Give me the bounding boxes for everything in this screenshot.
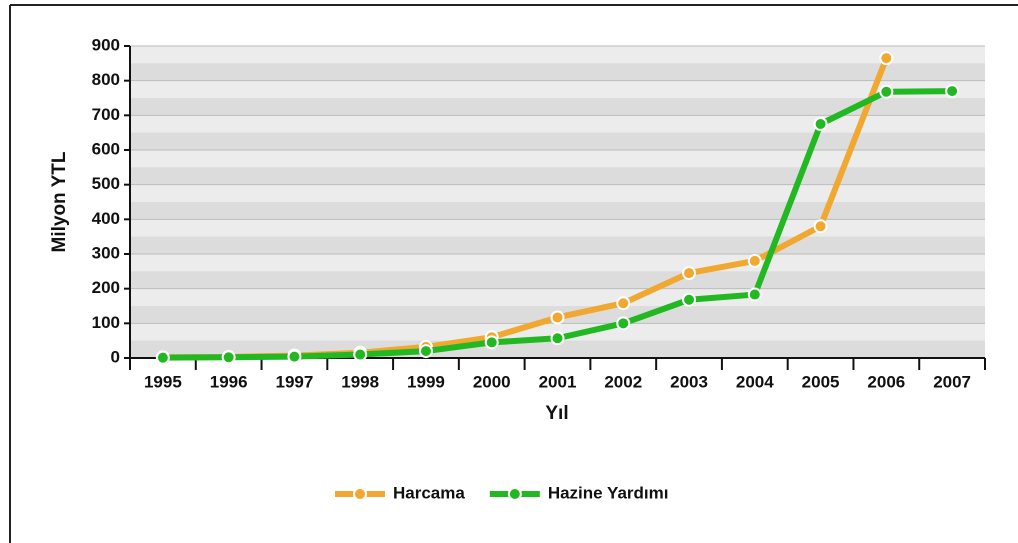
legend-label: Hazine Yardımı — [548, 483, 669, 502]
y-tick-label: 0 — [111, 347, 120, 366]
data-point — [813, 117, 828, 131]
x-tick-label: 2002 — [604, 372, 642, 391]
data-point — [155, 350, 170, 365]
x-tick-label: 1996 — [210, 372, 248, 391]
data-point — [682, 266, 697, 281]
x-tick-label: 2007 — [933, 372, 971, 391]
x-tick-label: 1995 — [144, 372, 182, 391]
x-tick-label: 2006 — [867, 372, 905, 391]
data-point — [418, 344, 433, 359]
x-tick-label: 2000 — [473, 372, 511, 391]
data-point — [682, 292, 697, 307]
legend-label: Harcama — [393, 483, 465, 502]
legend-marker — [353, 487, 367, 501]
x-tick-label: 2005 — [802, 372, 840, 391]
data-point — [550, 310, 565, 325]
y-tick-label: 500 — [92, 174, 120, 193]
y-tick-label: 200 — [92, 278, 120, 297]
data-point — [945, 84, 960, 99]
x-tick-label: 1999 — [407, 372, 445, 391]
y-tick-label: 600 — [92, 139, 120, 158]
legend-item: Hazine Yardımı — [489, 483, 669, 502]
data-point — [616, 296, 631, 311]
data-point — [287, 349, 302, 364]
grid-band — [130, 236, 985, 254]
data-point — [747, 287, 762, 302]
data-point — [550, 331, 565, 346]
y-tick-label: 700 — [92, 105, 120, 124]
data-point — [484, 335, 499, 350]
y-tick-label: 400 — [92, 209, 120, 228]
y-tick-label: 300 — [92, 243, 120, 262]
grid-band — [130, 63, 985, 81]
grid-band — [130, 271, 985, 289]
data-point — [353, 347, 368, 362]
data-point — [221, 350, 236, 365]
y-tick-label: 900 — [92, 35, 120, 54]
legend-item: Harcama — [335, 483, 465, 502]
legend-marker — [507, 487, 522, 501]
x-tick-label: 2004 — [736, 372, 774, 391]
data-point — [813, 219, 828, 234]
grid-band — [130, 202, 985, 220]
x-tick-label: 1998 — [341, 372, 379, 391]
x-tick-label: 2001 — [539, 372, 577, 391]
data-point — [879, 51, 894, 66]
y-tick-label: 100 — [92, 313, 120, 332]
x-tick-label: 2003 — [670, 372, 708, 391]
y-axis-label: Milyon YTL — [49, 151, 70, 252]
y-tick-label: 800 — [92, 70, 120, 89]
x-axis-label: Yıl — [545, 403, 568, 424]
data-point — [747, 253, 762, 268]
grid-band — [130, 167, 985, 185]
x-tick-label: 1997 — [276, 372, 314, 391]
grid-band — [130, 98, 985, 116]
grid-band — [130, 132, 985, 150]
data-point — [616, 316, 631, 331]
data-point — [879, 84, 894, 99]
